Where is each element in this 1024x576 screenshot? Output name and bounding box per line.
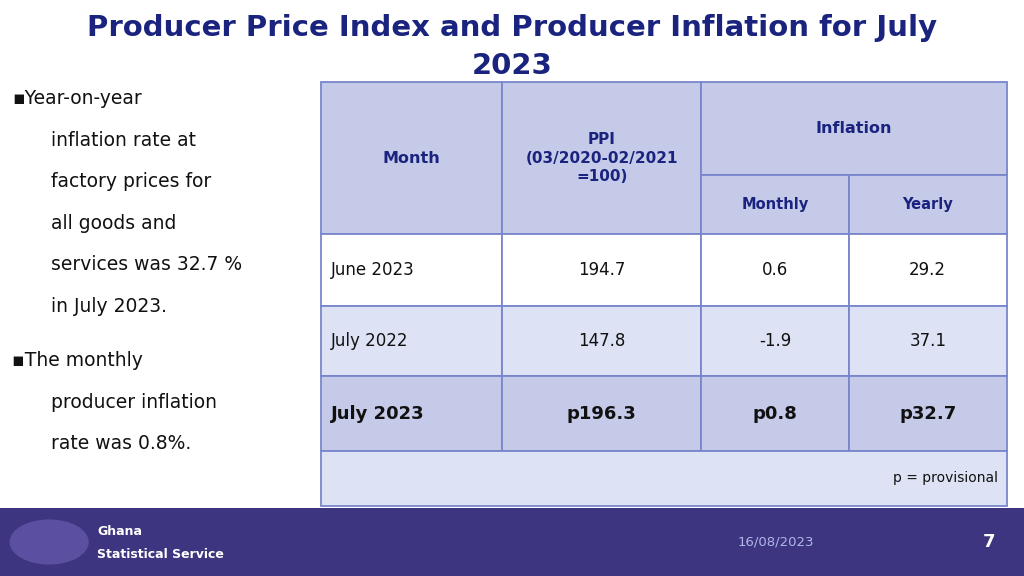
Bar — [503, 306, 701, 377]
Text: services was 32.7 %: services was 32.7 % — [51, 255, 243, 274]
Text: 0.6: 0.6 — [762, 262, 788, 279]
Text: producer inflation: producer inflation — [51, 393, 217, 412]
Text: p32.7: p32.7 — [899, 404, 956, 423]
Bar — [701, 234, 849, 306]
Text: 16/08/2023: 16/08/2023 — [737, 536, 814, 548]
Text: p0.8: p0.8 — [753, 404, 798, 423]
Bar — [321, 82, 503, 234]
Text: ▪Year-on-year: ▪Year-on-year — [12, 89, 142, 108]
Text: June 2023: June 2023 — [331, 262, 415, 279]
Text: inflation rate at: inflation rate at — [51, 131, 197, 150]
Bar — [321, 234, 503, 306]
Bar — [849, 175, 1007, 234]
Bar — [849, 306, 1007, 377]
Text: 194.7: 194.7 — [579, 262, 626, 279]
Text: factory prices for: factory prices for — [51, 172, 211, 191]
Bar — [849, 377, 1007, 450]
Bar — [701, 306, 849, 377]
Text: Ghana: Ghana — [97, 525, 142, 538]
Circle shape — [10, 520, 88, 564]
Bar — [503, 82, 701, 234]
Text: PPI
(03/2020-02/2021
=100): PPI (03/2020-02/2021 =100) — [525, 132, 678, 184]
Text: July 2022: July 2022 — [331, 332, 409, 350]
Text: 2023: 2023 — [472, 52, 552, 80]
Text: p = provisional: p = provisional — [893, 471, 998, 485]
Bar — [321, 450, 1007, 506]
Bar — [701, 175, 849, 234]
Bar — [0, 508, 1024, 576]
Text: Month: Month — [383, 150, 440, 166]
Text: Yearly: Yearly — [902, 197, 953, 212]
Text: Producer Price Index and Producer Inflation for July: Producer Price Index and Producer Inflat… — [87, 14, 937, 43]
Bar — [849, 234, 1007, 306]
Text: 37.1: 37.1 — [909, 332, 946, 350]
Text: Statistical Service: Statistical Service — [97, 548, 224, 561]
Bar — [503, 377, 701, 450]
Bar — [701, 377, 849, 450]
Text: July 2023: July 2023 — [331, 404, 424, 423]
Text: Inflation: Inflation — [816, 121, 892, 136]
Text: 29.2: 29.2 — [909, 262, 946, 279]
Text: -1.9: -1.9 — [759, 332, 792, 350]
Bar — [503, 234, 701, 306]
Text: Monthly: Monthly — [741, 197, 809, 212]
Text: rate was 0.8%.: rate was 0.8%. — [51, 434, 191, 453]
Bar — [321, 377, 503, 450]
Text: all goods and: all goods and — [51, 214, 176, 233]
Text: in July 2023.: in July 2023. — [51, 297, 167, 316]
Bar — [321, 306, 503, 377]
Text: ▪The monthly: ▪The monthly — [12, 351, 143, 370]
Text: 147.8: 147.8 — [579, 332, 626, 350]
Text: p196.3: p196.3 — [567, 404, 637, 423]
Bar — [701, 82, 1007, 175]
Text: 7: 7 — [983, 533, 995, 551]
